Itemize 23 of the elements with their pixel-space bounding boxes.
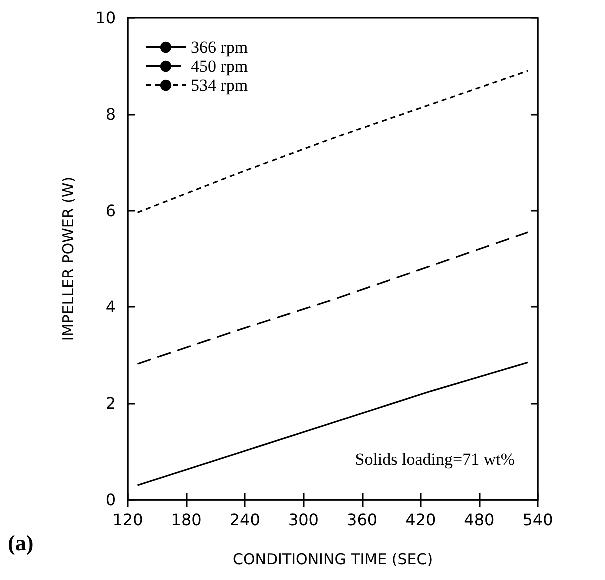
y-tick-label: 8 [106, 104, 116, 124]
x-tick-label: 120 [112, 510, 144, 530]
y-axis-title: IMPELLER POWER (W) [60, 176, 78, 342]
text: (a) [8, 530, 34, 556]
legend-label: 366 rpm [191, 38, 248, 57]
x-axis-title: CONDITIONING TIME (SEC) [232, 550, 434, 568]
x-tick-label: 360 [347, 510, 378, 530]
y-tick-label: 2 [106, 394, 116, 414]
y-tick-label: 0 [106, 490, 116, 510]
y-tick-label: 6 [106, 201, 116, 220]
x-tick-label: 180 [171, 510, 202, 530]
x-tick-label: 540 [522, 510, 554, 530]
annotation: Solids loading=71 wt% [355, 450, 516, 469]
line-series [136, 362, 530, 486]
x-tick-label: 480 [464, 510, 495, 530]
legend-label: 450 rpm [191, 57, 248, 76]
x-tick-label: 420 [406, 510, 436, 530]
legend-label: 534 rpm [191, 76, 248, 95]
x-tick-label: 240 [230, 510, 260, 530]
x-tick-label: 300 [288, 510, 319, 530]
y-tick-label: 10 [96, 8, 116, 28]
line-series [136, 232, 530, 365]
y-tick-label: 4 [106, 298, 116, 317]
